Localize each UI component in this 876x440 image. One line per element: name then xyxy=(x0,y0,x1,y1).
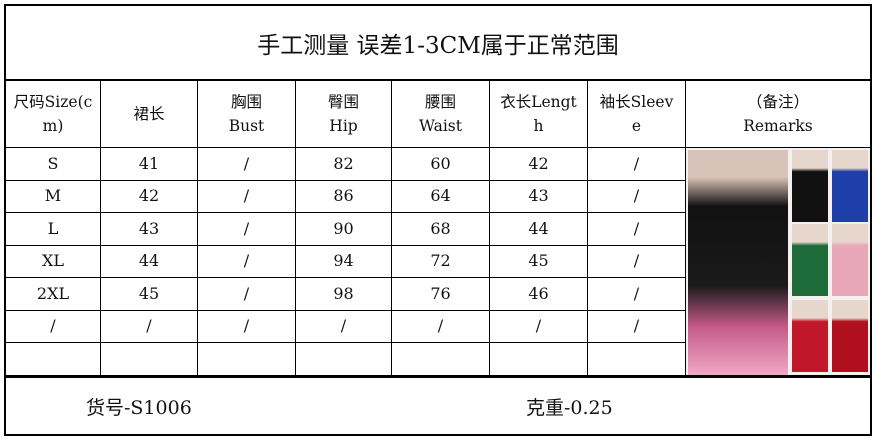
table-cell: XL xyxy=(6,244,101,278)
table-cell: 43 xyxy=(489,179,588,213)
color-thumbnail xyxy=(792,224,828,296)
table-cell: / xyxy=(391,309,490,343)
weight: 克重-0.25 xyxy=(526,396,613,419)
size-table: 尺码Size(c m) 裙长 胸围 Bust 臀围 Hip 腰围 Waist 衣长Len… xyxy=(6,81,870,376)
table-cell xyxy=(197,342,296,376)
table-cell: 2XL xyxy=(6,277,101,311)
header-size: 尺码Size(c m) xyxy=(6,81,101,148)
table-cell: / xyxy=(295,309,392,343)
table-cell: 42 xyxy=(489,147,588,181)
table-cell: / xyxy=(197,147,296,181)
main-dress-photo xyxy=(688,150,788,375)
header-row: 尺码Size(c m) 裙长 胸围 Bust 臀围 Hip 腰围 Waist 衣长Len… xyxy=(6,81,870,148)
table-cell: 45 xyxy=(100,277,198,311)
table-cell: 86 xyxy=(295,179,392,213)
header-text: 衣长Lengt xyxy=(500,93,577,111)
color-thumbnail xyxy=(792,150,828,222)
footer: 货号-S1006 克重-0.25 xyxy=(6,376,870,434)
header-text: 尺码Size(c xyxy=(13,93,93,111)
table-cell: 72 xyxy=(391,244,490,278)
table-cell: / xyxy=(587,179,686,213)
table-cell: / xyxy=(587,147,686,181)
table-cell: S xyxy=(6,147,101,181)
table-cell: / xyxy=(197,179,296,213)
color-thumbnail xyxy=(832,300,868,372)
header-text: Bust xyxy=(228,117,265,135)
table-cell: 43 xyxy=(100,212,198,246)
table-cell xyxy=(100,342,198,376)
header-sleeve: 袖长Sleev e xyxy=(587,81,686,148)
table-cell: / xyxy=(197,244,296,278)
header-text: 腰围 xyxy=(424,93,456,111)
table-cell: 45 xyxy=(489,244,588,278)
header-text: Waist xyxy=(419,117,462,135)
header-remarks: （备注） Remarks xyxy=(685,81,870,148)
chart-title: 手工测量 误差1-3CM属于正常范围 xyxy=(6,6,870,81)
item-number: 货号-S1006 xyxy=(86,396,192,419)
size-chart: 手工测量 误差1-3CM属于正常范围 尺码Size(c m) 裙长 胸围 Bust … xyxy=(4,4,872,436)
color-thumbnail xyxy=(792,300,828,372)
table-cell xyxy=(489,342,588,376)
table-cell: / xyxy=(587,277,686,311)
table-row xyxy=(6,342,870,376)
table-cell: / xyxy=(6,309,101,343)
header-text: m) xyxy=(42,117,64,135)
table-cell: 82 xyxy=(295,147,392,181)
table-cell: 44 xyxy=(489,212,588,246)
table-cell: / xyxy=(587,244,686,278)
table-cell: / xyxy=(197,212,296,246)
table-cell: 44 xyxy=(100,244,198,278)
table-cell xyxy=(391,342,490,376)
header-text: 臀围 xyxy=(327,93,359,111)
table-cell: 90 xyxy=(295,212,392,246)
table-cell: 98 xyxy=(295,277,392,311)
table-row: XL 44/94 72 45/ xyxy=(6,244,870,278)
table-cell: 64 xyxy=(391,179,490,213)
header-text: （备注） xyxy=(746,93,809,111)
color-thumbnail xyxy=(832,150,868,222)
header-length: 衣长Lengt h xyxy=(489,81,588,148)
table-cell: M xyxy=(6,179,101,213)
table-row: / / / / / / / xyxy=(6,309,870,343)
header-text: 裙长 xyxy=(133,105,165,123)
header-text: e xyxy=(631,117,642,135)
header-skirt-length: 裙长 xyxy=(100,81,198,148)
header-text: h xyxy=(533,117,544,135)
table-cell: L xyxy=(6,212,101,246)
header-text: 袖长Sleev xyxy=(599,93,674,111)
table-cell: / xyxy=(587,212,686,246)
table-cell: 46 xyxy=(489,277,588,311)
header-bust: 胸围 Bust xyxy=(197,81,296,148)
table-cell: 41 xyxy=(100,147,198,181)
header-hip: 臀围 Hip xyxy=(295,81,392,148)
table-cell: 94 xyxy=(295,244,392,278)
table-cell: 60 xyxy=(391,147,490,181)
table-cell: / xyxy=(587,309,686,343)
table-cell xyxy=(295,342,392,376)
product-image xyxy=(685,147,870,376)
table-cell xyxy=(587,342,686,376)
table-row: S 41/82 60 42/ xyxy=(6,147,870,376)
header-text: 胸围 xyxy=(230,93,262,111)
table-cell: 76 xyxy=(391,277,490,311)
table-cell: / xyxy=(489,309,588,343)
table-cell xyxy=(6,342,101,376)
table-cell: 68 xyxy=(391,212,490,246)
table-row: L 43/90 68 44/ xyxy=(6,212,870,246)
header-text: Remarks xyxy=(743,117,813,135)
table-cell: / xyxy=(100,309,198,343)
color-thumbnail xyxy=(832,224,868,296)
header-text: Hip xyxy=(329,117,358,135)
table-cell: / xyxy=(197,277,296,311)
table-cell: 42 xyxy=(100,179,198,213)
header-waist: 腰围 Waist xyxy=(391,81,490,148)
table-cell: / xyxy=(197,309,296,343)
